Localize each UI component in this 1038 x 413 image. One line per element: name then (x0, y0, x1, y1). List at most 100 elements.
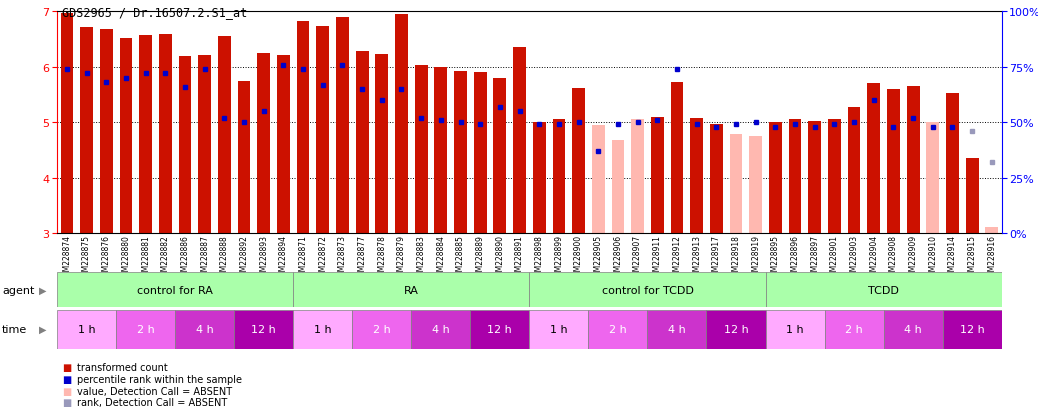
Text: 12 h: 12 h (723, 324, 748, 335)
Bar (470, 310, 529, 349)
Bar (749, 137, 762, 233)
Text: TCDD: TCDD (868, 285, 899, 295)
Text: 4 h: 4 h (668, 324, 686, 335)
Bar (277, 55, 290, 233)
Bar (435, 68, 447, 233)
Bar (159, 35, 171, 233)
Text: 1 h: 1 h (78, 324, 95, 335)
Text: ■: ■ (62, 363, 72, 373)
Bar (529, 310, 589, 349)
Bar (965, 159, 979, 233)
Text: control for RA: control for RA (137, 285, 213, 295)
Text: 2 h: 2 h (373, 324, 390, 335)
Bar (532, 123, 546, 233)
Bar (765, 310, 824, 349)
Text: RA: RA (404, 285, 418, 295)
Bar (572, 89, 585, 233)
Bar (116, 310, 175, 349)
Text: 1 h: 1 h (550, 324, 568, 335)
Bar (631, 120, 644, 233)
Bar (765, 273, 1002, 308)
Bar (730, 135, 742, 233)
Text: GDS2965 / Dr.16507.2.S1_at: GDS2965 / Dr.16507.2.S1_at (62, 6, 247, 19)
Text: transformed count: transformed count (77, 363, 167, 373)
Bar (493, 79, 507, 233)
Bar (648, 310, 707, 349)
Bar (943, 310, 1002, 349)
Text: control for TCDD: control for TCDD (601, 285, 693, 295)
Bar (175, 310, 235, 349)
Text: value, Detection Call = ABSENT: value, Detection Call = ABSENT (77, 386, 231, 396)
Text: agent: agent (2, 285, 34, 295)
Bar (352, 310, 411, 349)
Bar (473, 73, 487, 233)
Bar (946, 94, 959, 233)
Bar (868, 84, 880, 233)
Bar (809, 121, 821, 233)
Bar (80, 28, 93, 233)
Bar (552, 120, 566, 233)
Bar (119, 39, 133, 233)
Bar (198, 55, 211, 233)
Text: 2 h: 2 h (137, 324, 155, 335)
Text: 12 h: 12 h (488, 324, 512, 335)
Text: 2 h: 2 h (609, 324, 627, 335)
Bar (907, 87, 920, 233)
Text: 1 h: 1 h (313, 324, 331, 335)
Text: ■: ■ (62, 374, 72, 384)
Bar (887, 90, 900, 233)
Bar (513, 48, 526, 233)
Bar (592, 126, 605, 233)
Text: 12 h: 12 h (251, 324, 276, 335)
Text: ▶: ▶ (39, 324, 47, 335)
Bar (828, 119, 841, 233)
Bar (789, 120, 801, 233)
Bar (238, 81, 250, 233)
Bar (235, 310, 293, 349)
Bar (690, 119, 703, 233)
Bar (710, 125, 722, 233)
Bar (139, 36, 152, 233)
Bar (926, 123, 939, 233)
Bar (415, 66, 428, 233)
Bar (589, 310, 648, 349)
Bar (293, 310, 352, 349)
Bar (293, 273, 529, 308)
Bar (883, 310, 943, 349)
Text: rank, Detection Call = ABSENT: rank, Detection Call = ABSENT (77, 397, 227, 407)
Text: 4 h: 4 h (432, 324, 449, 335)
Bar (395, 15, 408, 233)
Bar (529, 273, 765, 308)
Text: 4 h: 4 h (904, 324, 922, 335)
Bar (57, 310, 116, 349)
Text: 2 h: 2 h (845, 324, 863, 335)
Bar (769, 123, 782, 233)
Bar (317, 27, 329, 233)
Bar (651, 117, 663, 233)
Text: percentile rank within the sample: percentile rank within the sample (77, 374, 242, 384)
Text: ■: ■ (62, 397, 72, 407)
Bar (218, 37, 230, 233)
Bar (411, 310, 470, 349)
Text: 1 h: 1 h (786, 324, 803, 335)
Bar (356, 52, 368, 233)
Text: 12 h: 12 h (960, 324, 984, 335)
Bar (707, 310, 765, 349)
Bar (57, 273, 294, 308)
Bar (848, 107, 861, 233)
Bar (336, 18, 349, 233)
Bar (985, 228, 999, 233)
Bar (376, 55, 388, 233)
Text: time: time (2, 324, 27, 335)
Bar (611, 140, 624, 233)
Bar (824, 310, 883, 349)
Text: ▶: ▶ (39, 285, 47, 295)
Bar (60, 14, 74, 233)
Bar (671, 83, 683, 233)
Bar (297, 22, 309, 233)
Text: 4 h: 4 h (196, 324, 214, 335)
Bar (100, 30, 113, 233)
Bar (257, 54, 270, 233)
Bar (179, 57, 191, 233)
Bar (454, 72, 467, 233)
